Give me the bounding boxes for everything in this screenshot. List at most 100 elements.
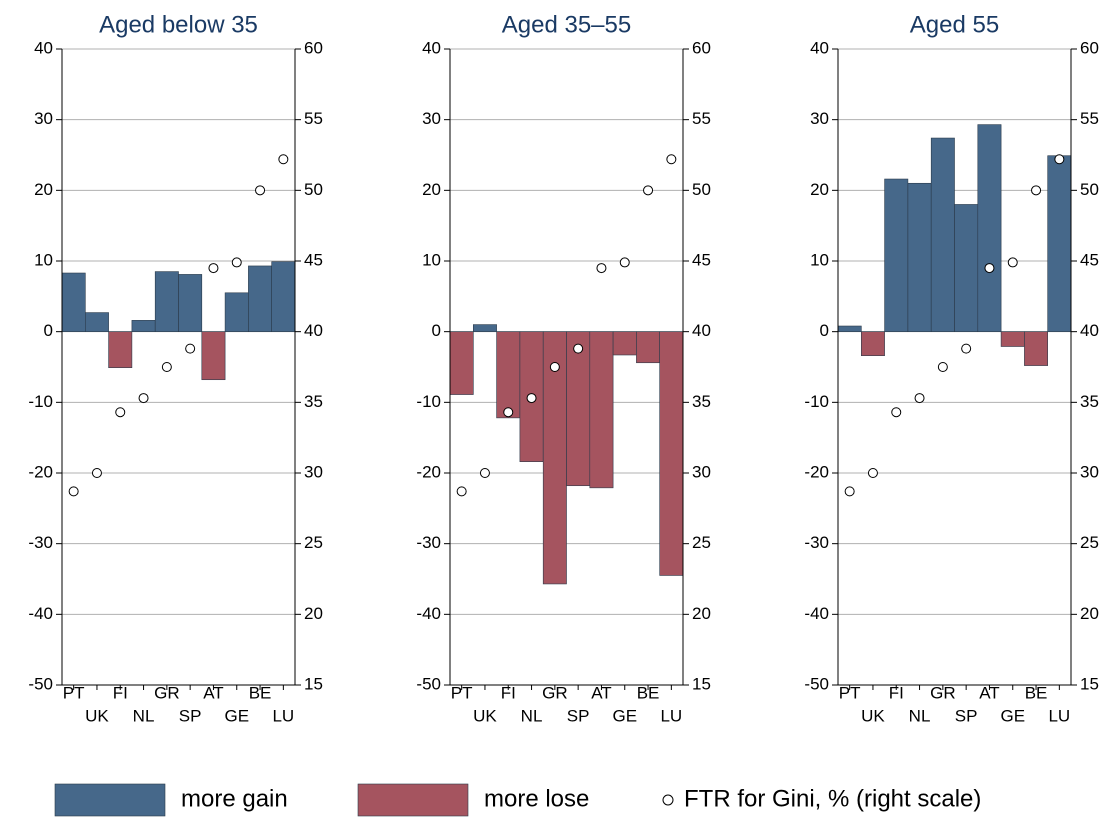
- y-tick-label: -50: [28, 674, 53, 693]
- y-tick-label: 20: [810, 180, 829, 199]
- point: [185, 343, 196, 354]
- bar: [860, 331, 885, 356]
- point: [526, 393, 537, 404]
- y-tick-label: -30: [28, 533, 53, 552]
- x-tick-label: FI: [113, 683, 128, 702]
- x-tick-label: GE: [224, 706, 249, 725]
- y2-tick-label: 15: [304, 674, 323, 693]
- point: [479, 468, 490, 478]
- x-tick-label: UK: [473, 706, 497, 725]
- bar: [930, 137, 955, 332]
- point: [138, 393, 149, 404]
- y-tick-label: -10: [28, 392, 53, 411]
- x-tick-label: LU: [272, 706, 294, 725]
- bar: [472, 324, 497, 332]
- bar: [61, 272, 86, 332]
- y-tick-label: -50: [804, 674, 829, 693]
- y2-tick-label: 60: [304, 38, 323, 57]
- x-tick-label: UK: [85, 706, 109, 725]
- x-tick-label: SP: [955, 706, 978, 725]
- bar: [589, 331, 614, 489]
- bar: [108, 331, 133, 369]
- y-tick-label: -20: [804, 462, 829, 481]
- bar: [977, 124, 1002, 332]
- point: [115, 407, 126, 418]
- y-tick-label: -10: [416, 392, 441, 411]
- legend-label: more lose: [484, 785, 589, 812]
- x-tick-label: FI: [889, 683, 904, 702]
- x-tick-label: PT: [839, 683, 861, 702]
- y-tick-label: -30: [416, 533, 441, 552]
- bar: [636, 331, 661, 364]
- y-tick-label: 20: [422, 180, 441, 199]
- y2-tick-label: 55: [1080, 109, 1099, 128]
- point: [867, 468, 878, 478]
- point: [278, 154, 289, 165]
- y-tick-label: -20: [28, 462, 53, 481]
- y-tick-label: 10: [422, 250, 441, 269]
- panel-title: Aged 35–55: [502, 11, 631, 38]
- x-tick-label: SP: [567, 706, 590, 725]
- bar: [85, 312, 109, 332]
- x-tick-label: FI: [501, 683, 516, 702]
- bar: [884, 178, 909, 332]
- y-tick-label: 0: [820, 321, 829, 340]
- point: [208, 263, 219, 274]
- y-tick-label: 40: [422, 38, 441, 57]
- y2-tick-label: 55: [692, 109, 711, 128]
- y-tick-label: 0: [44, 321, 53, 340]
- bar: [201, 331, 226, 381]
- y2-tick-label: 25: [692, 533, 711, 552]
- point: [619, 257, 630, 268]
- x-tick-label: GR: [154, 683, 180, 702]
- x-tick-label: LU: [1048, 706, 1070, 725]
- point: [1007, 257, 1018, 268]
- x-tick-label: UK: [861, 706, 885, 725]
- legend-label: FTR for Gini, % (right scale): [684, 785, 981, 812]
- point: [961, 343, 972, 354]
- bar: [1024, 331, 1049, 366]
- y-tick-label: -30: [804, 533, 829, 552]
- bar: [566, 331, 591, 487]
- y-tick-label: -20: [416, 462, 441, 481]
- legend-marker: [662, 794, 674, 806]
- bar: [954, 204, 979, 332]
- point: [231, 257, 242, 268]
- y2-tick-label: 50: [304, 180, 323, 199]
- y2-tick-label: 15: [1080, 674, 1099, 693]
- x-tick-label: NL: [909, 706, 931, 725]
- y-tick-label: 10: [34, 250, 53, 269]
- y-tick-label: 40: [34, 38, 53, 57]
- x-tick-label: AT: [979, 683, 999, 702]
- bar: [449, 331, 474, 395]
- y2-tick-label: 40: [1080, 321, 1099, 340]
- y-tick-label: -40: [416, 604, 441, 623]
- x-tick-label: NL: [521, 706, 543, 725]
- x-tick-label: SP: [179, 706, 202, 725]
- x-tick-label: NL: [133, 706, 155, 725]
- x-tick-label: GE: [1000, 706, 1025, 725]
- point: [161, 362, 172, 372]
- y2-tick-label: 45: [692, 250, 711, 269]
- y2-tick-label: 40: [692, 321, 711, 340]
- y2-tick-label: 35: [1080, 392, 1099, 411]
- y2-tick-label: 20: [304, 604, 323, 623]
- point: [984, 263, 995, 274]
- panel-title: Aged 55: [910, 11, 999, 38]
- x-tick-label: AT: [591, 683, 611, 702]
- y2-tick-label: 55: [304, 109, 323, 128]
- bar: [612, 331, 637, 356]
- legend-label: more gain: [181, 785, 288, 812]
- y-tick-label: 20: [34, 180, 53, 199]
- legend-swatch: [357, 783, 469, 817]
- point: [643, 185, 654, 196]
- y2-tick-label: 25: [304, 533, 323, 552]
- x-tick-label: LU: [660, 706, 682, 725]
- y2-tick-label: 30: [1080, 462, 1099, 481]
- point: [844, 486, 855, 497]
- y2-tick-label: 50: [1080, 180, 1099, 199]
- y2-tick-label: 60: [692, 38, 711, 57]
- x-tick-label: BE: [1025, 683, 1048, 702]
- bar: [271, 261, 296, 332]
